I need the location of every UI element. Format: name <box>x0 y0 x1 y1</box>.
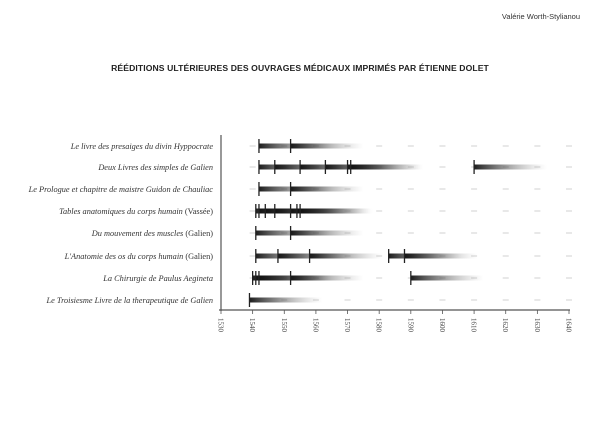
edition-fade-bar <box>300 208 373 214</box>
x-tick-label: 1580 <box>375 318 383 333</box>
x-tick-label: 1540 <box>248 318 256 333</box>
row-label: Le livre des presaiges du divin Hyppocra… <box>70 142 214 151</box>
edition-fade-bar <box>474 164 547 170</box>
author-name: Valérie Worth-Stylianou <box>501 12 580 21</box>
chart-title: RÉÉDITIONS ULTÉRIEURES DES OUVRAGES MÉDI… <box>111 63 489 73</box>
edition-fade-bar <box>350 164 424 170</box>
edition-fade-bar <box>290 143 364 149</box>
row-title: L'Anatomie des os du corps humain <box>64 252 184 261</box>
x-tick-label: 1570 <box>343 318 351 333</box>
x-tick-label: 1600 <box>438 318 446 333</box>
row-title: Le Prologue et chapitre de maistre Guido… <box>28 185 214 194</box>
row-title: Le Troisiesme Livre de la therapeutique … <box>46 296 213 305</box>
x-tick-label: 1630 <box>533 318 541 333</box>
row-label: Le Prologue et chapitre de maistre Guido… <box>28 185 214 194</box>
row-title: La Chirurgie de Paulus Aegineta <box>102 274 213 283</box>
x-tick-label: 1530 <box>217 318 225 333</box>
x-tick-label: 1620 <box>501 318 509 333</box>
row-note: (Galien) <box>183 229 213 238</box>
x-tick-label: 1640 <box>565 318 573 333</box>
row-label: Deux Livres des simples de Galien <box>97 163 213 172</box>
row-note: (Vassée) <box>183 207 213 216</box>
row-title: Deux Livres des simples de Galien <box>97 163 213 172</box>
edition-fade-bar <box>290 230 364 236</box>
row-title: Le livre des presaiges du divin Hyppocra… <box>70 142 214 151</box>
edition-fade-bar <box>410 275 484 281</box>
row-title: Tables anatomiques du corps humain <box>59 207 183 216</box>
x-tick-label: 1550 <box>280 318 288 333</box>
edition-fade-bar <box>309 253 383 259</box>
row-label: Du mouvement des muscles (Galien) <box>91 229 213 238</box>
x-tick-label: 1590 <box>406 318 414 333</box>
edition-fade-bar <box>249 297 323 303</box>
row-title: Du mouvement des muscles <box>91 229 183 238</box>
edition-fade-bar <box>290 275 364 281</box>
x-tick-label: 1560 <box>311 318 319 333</box>
row-label: La Chirurgie de Paulus Aegineta <box>102 274 213 283</box>
row-label: L'Anatomie des os du corps humain (Galie… <box>64 252 214 261</box>
row-note: (Galien) <box>183 252 213 261</box>
x-tick-label: 1610 <box>470 318 478 333</box>
edition-fade-bar <box>290 186 364 192</box>
row-label: Le Troisiesme Livre de la therapeutique … <box>46 296 213 305</box>
row-label: Tables anatomiques du corps humain (Vass… <box>59 207 213 216</box>
edition-fade-bar <box>404 253 478 259</box>
